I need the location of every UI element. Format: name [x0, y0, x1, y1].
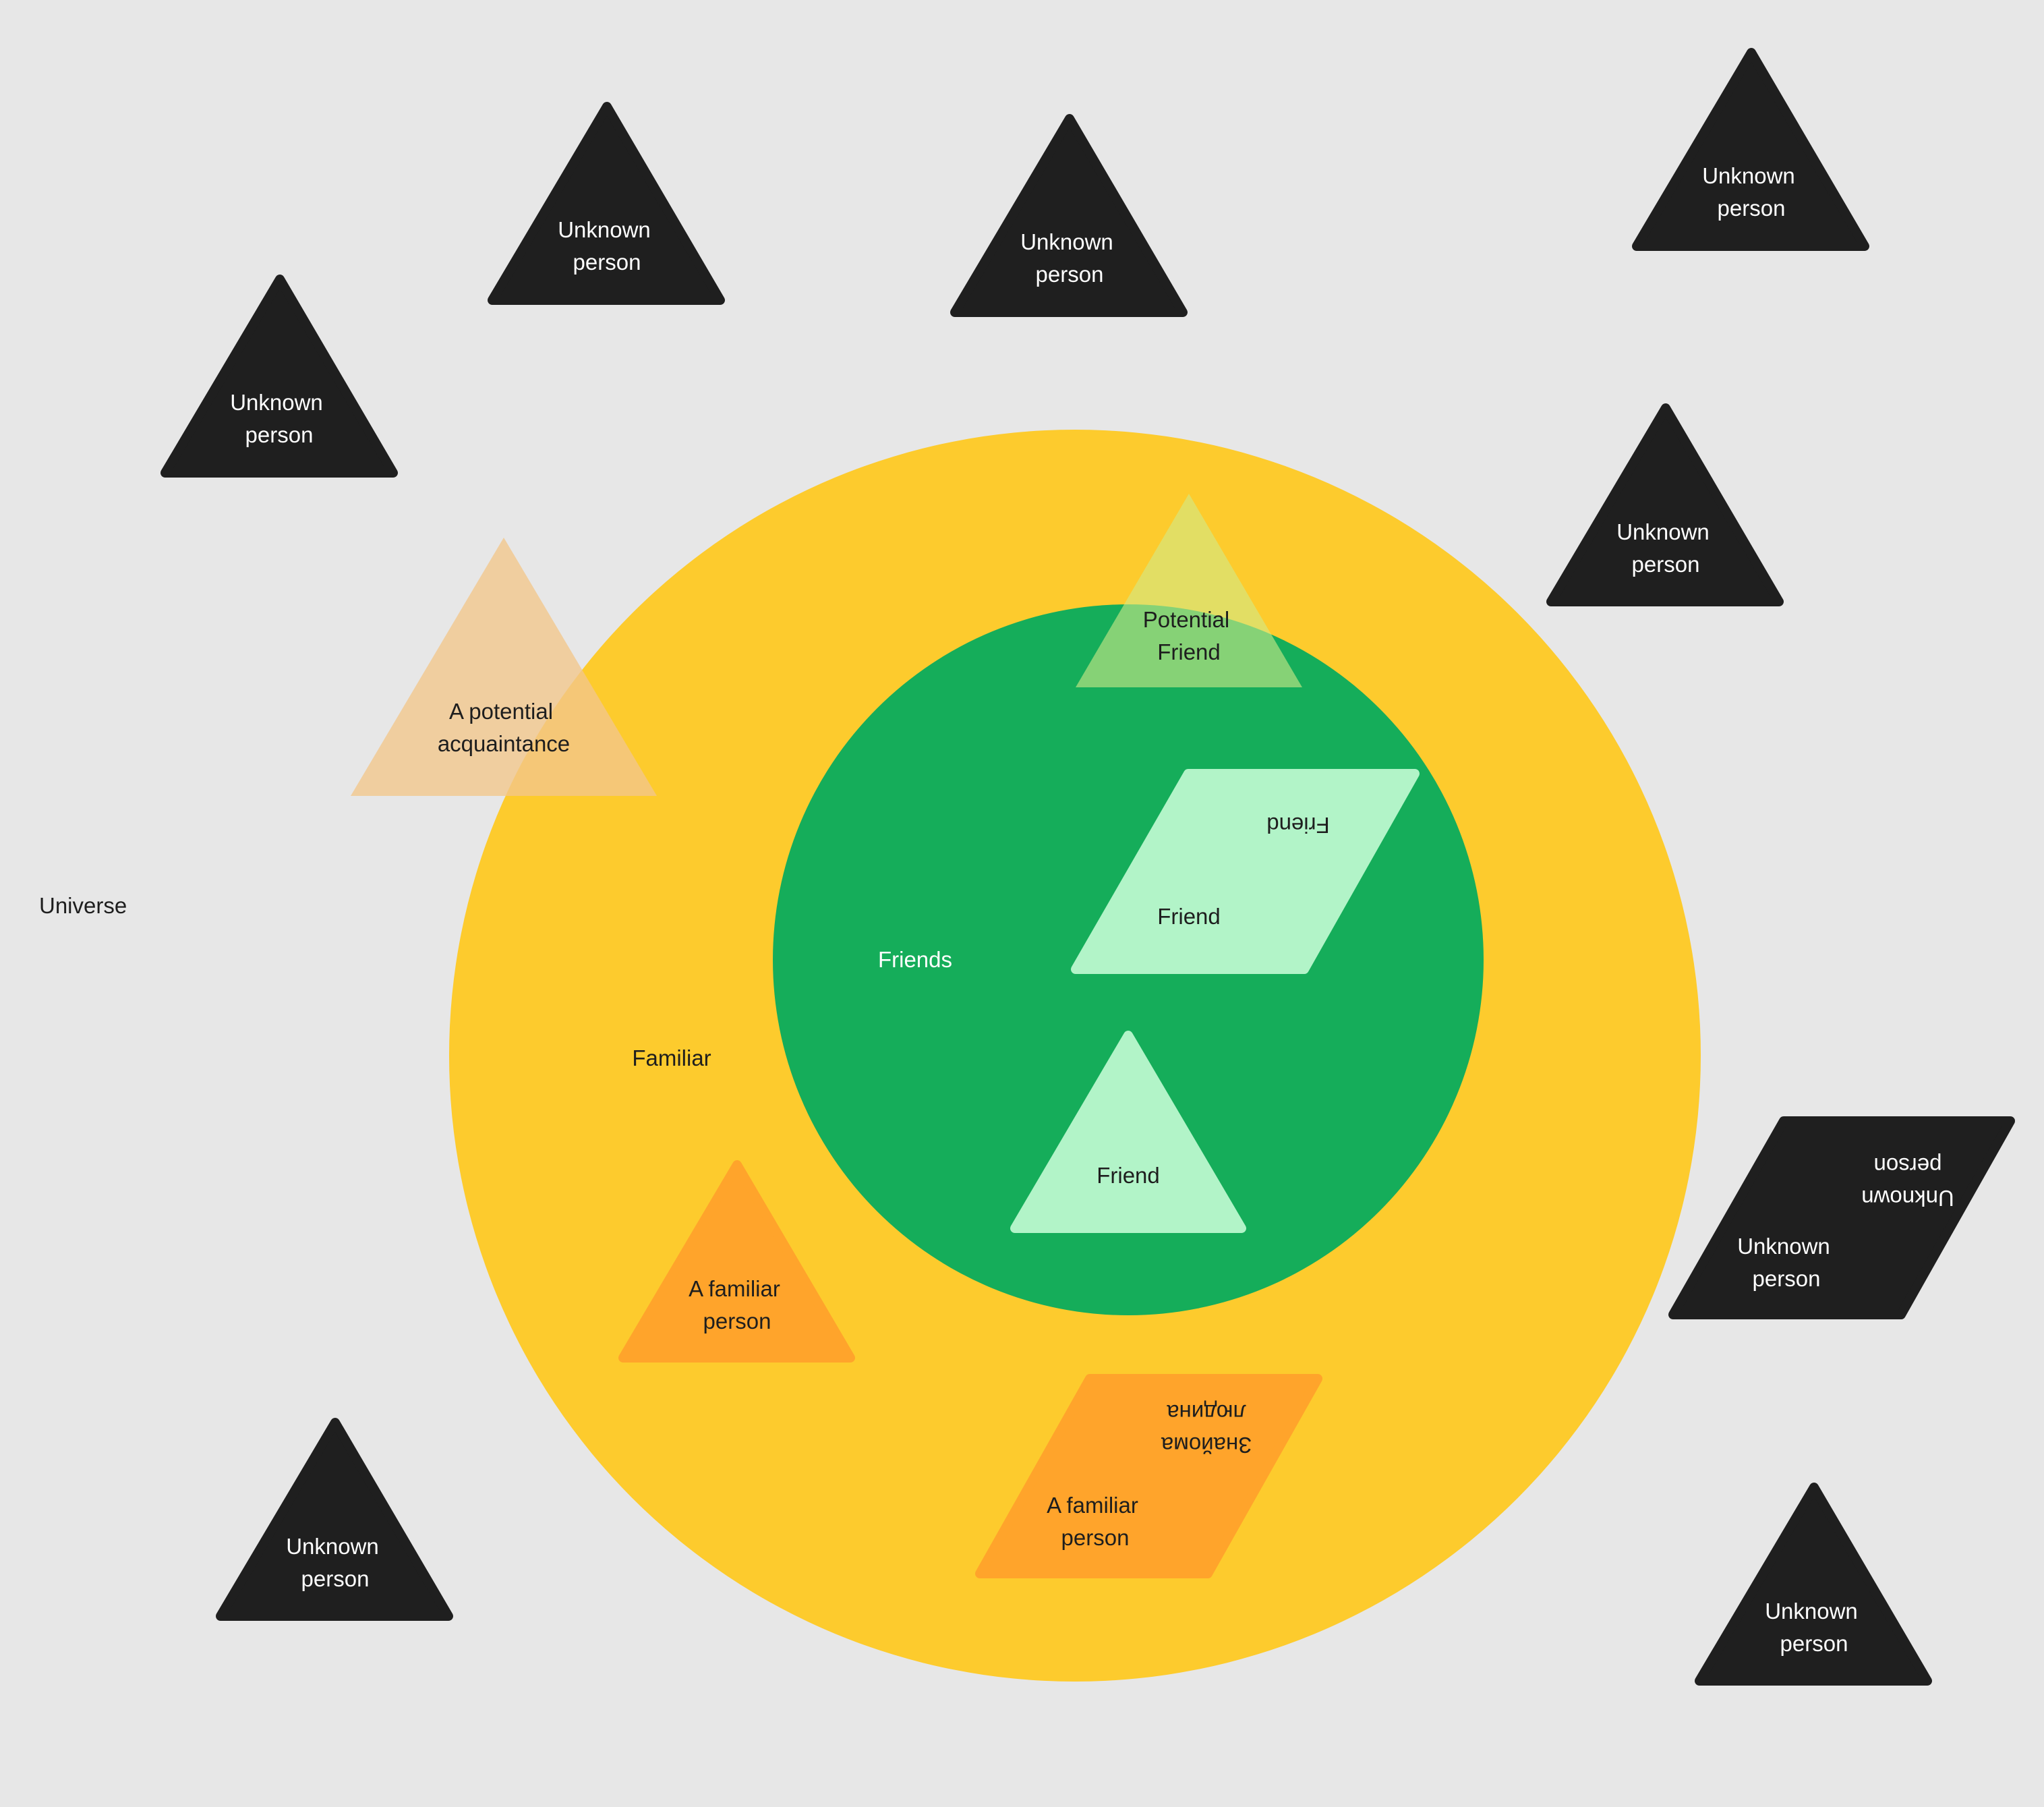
- friend-triangle[interactable]: Friend: [1010, 1031, 1246, 1233]
- unknown-person-line2: person: [1632, 552, 1700, 577]
- unknown-person-triangle[interactable]: Unknown person: [950, 114, 1188, 317]
- potential-friend-triangle[interactable]: Potential Friend: [1076, 494, 1302, 687]
- familiar-person-line2: person: [1061, 1525, 1130, 1550]
- triangle-shape: [1010, 1031, 1246, 1233]
- unknown-person-line2: person: [1780, 1631, 1848, 1656]
- unknown-person-mirrored-line2: person: [1874, 1153, 1942, 1178]
- unknown-person-line1: Unknown: [230, 390, 323, 415]
- parallelogram-shape: [1668, 1116, 2015, 1319]
- parallelogram-shape: [1071, 769, 1420, 974]
- familiar-person-triangle[interactable]: A familiar person: [618, 1160, 855, 1363]
- unknown-person-triangle[interactable]: Unknown person: [488, 102, 725, 305]
- unknown-person-line2: person: [573, 250, 641, 275]
- parallelogram-shape: [975, 1374, 1322, 1578]
- unknown-person-line2: person: [1036, 262, 1104, 287]
- unknown-person-triangle[interactable]: Unknown person: [1546, 403, 1784, 606]
- familiar-person-line1: A familiar: [689, 1276, 780, 1301]
- unknown-person-triangle[interactable]: Unknown person: [216, 1418, 453, 1621]
- unknown-person-line1: Unknown: [286, 1534, 379, 1559]
- potential-friend-line1: Potential: [1143, 607, 1229, 632]
- triangle-shape: [488, 102, 725, 305]
- familiar-person-ua-line1: Знайома: [1161, 1433, 1252, 1458]
- unknown-person-line2: person: [301, 1566, 370, 1591]
- friend-mirrored-label: Friend: [1266, 813, 1330, 838]
- friend-parallelogram[interactable]: Friend Friend: [1071, 769, 1420, 974]
- unknown-person-line2: person: [245, 422, 314, 447]
- familiar-person-line1: A familiar: [1047, 1493, 1138, 1518]
- unknown-person-line1: Unknown: [1737, 1234, 1830, 1259]
- unknown-person-line1: Unknown: [558, 217, 651, 242]
- triangle-shape: [160, 275, 398, 478]
- unknown-person-line1: Unknown: [1020, 229, 1113, 254]
- triangle-shape: [1546, 403, 1784, 606]
- unknown-person-line2: person: [1753, 1266, 1821, 1291]
- triangle-shape: [1695, 1483, 1932, 1686]
- potential-acquaintance-triangle[interactable]: A potential acquaintance: [351, 538, 657, 796]
- unknown-person-parallelogram[interactable]: Unknown person Unknown person: [1668, 1116, 2015, 1319]
- friend-label: Friend: [1157, 904, 1221, 929]
- triangle-shape: [950, 114, 1188, 317]
- potential-acquaintance-line1: A potential: [449, 699, 553, 724]
- triangle-shape: [351, 538, 657, 796]
- familiar-person-ua-line2: людина: [1167, 1400, 1246, 1425]
- universe-label: Universe: [39, 893, 127, 918]
- unknown-person-mirrored-line1: Unknown: [1861, 1186, 1954, 1211]
- unknown-person-triangle[interactable]: Unknown person: [1695, 1483, 1932, 1686]
- triangle-shape: [1076, 494, 1302, 687]
- triangle-shape: [216, 1418, 453, 1621]
- potential-friend-line2: Friend: [1157, 639, 1221, 664]
- friend-label: Friend: [1097, 1163, 1160, 1188]
- triangle-shape: [1632, 48, 1869, 251]
- familiar-person-parallelogram[interactable]: A familiar person Знайома людина: [975, 1374, 1322, 1578]
- unknown-person-triangle[interactable]: Unknown person: [1632, 48, 1869, 251]
- unknown-person-line1: Unknown: [1702, 163, 1795, 188]
- familiar-label: Familiar: [632, 1045, 711, 1070]
- unknown-person-line1: Unknown: [1616, 519, 1710, 544]
- potential-acquaintance-line2: acquaintance: [438, 731, 570, 756]
- unknown-person-line2: person: [1718, 196, 1786, 221]
- unknown-person-line1: Unknown: [1765, 1599, 1858, 1624]
- triangle-shape: [618, 1160, 855, 1363]
- friends-label: Friends: [878, 947, 952, 972]
- familiar-person-line2: person: [703, 1309, 771, 1333]
- unknown-person-triangle[interactable]: Unknown person: [160, 275, 398, 478]
